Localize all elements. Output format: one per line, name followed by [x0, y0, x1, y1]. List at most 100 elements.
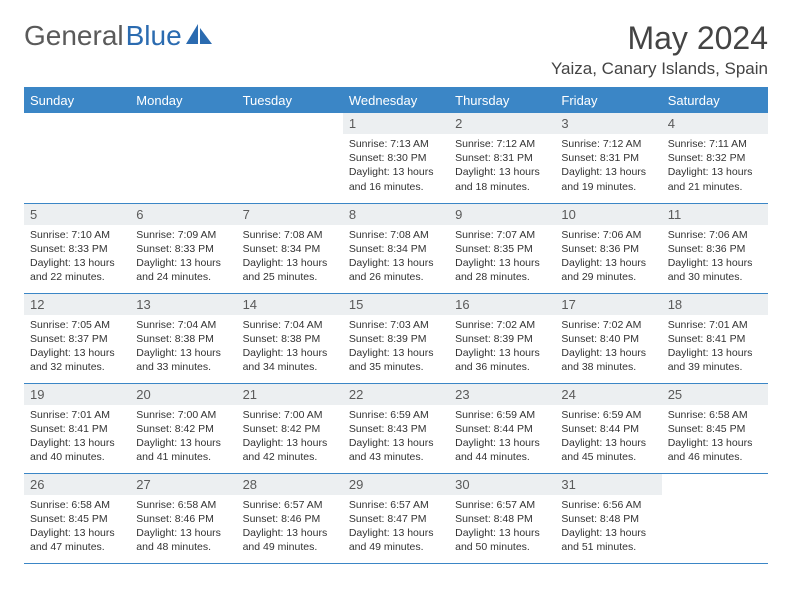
month-title: May 2024 [551, 20, 768, 57]
day-details: Sunrise: 6:57 AMSunset: 8:46 PMDaylight:… [237, 495, 343, 560]
calendar-day-cell: 8Sunrise: 7:08 AMSunset: 8:34 PMDaylight… [343, 203, 449, 293]
day-number: 26 [24, 474, 130, 495]
day-details: Sunrise: 6:59 AMSunset: 8:44 PMDaylight:… [449, 405, 555, 470]
day-details: Sunrise: 6:59 AMSunset: 8:43 PMDaylight:… [343, 405, 449, 470]
day-details: Sunrise: 7:04 AMSunset: 8:38 PMDaylight:… [237, 315, 343, 380]
calendar-week-row: 26Sunrise: 6:58 AMSunset: 8:45 PMDayligh… [24, 473, 768, 563]
calendar-body: 1Sunrise: 7:13 AMSunset: 8:30 PMDaylight… [24, 113, 768, 563]
calendar-day-cell: 1Sunrise: 7:13 AMSunset: 8:30 PMDaylight… [343, 113, 449, 203]
day-number: 7 [237, 204, 343, 225]
day-details: Sunrise: 7:12 AMSunset: 8:31 PMDaylight:… [555, 134, 661, 199]
day-number: 20 [130, 384, 236, 405]
weekday-header: Friday [555, 88, 661, 114]
calendar-day-cell [130, 113, 236, 203]
day-number: 4 [662, 113, 768, 134]
day-details: Sunrise: 6:57 AMSunset: 8:47 PMDaylight:… [343, 495, 449, 560]
calendar-day-cell: 4Sunrise: 7:11 AMSunset: 8:32 PMDaylight… [662, 113, 768, 203]
brand-part2: Blue [126, 20, 182, 52]
calendar-table: SundayMondayTuesdayWednesdayThursdayFrid… [24, 87, 768, 564]
day-number: 14 [237, 294, 343, 315]
day-details: Sunrise: 7:03 AMSunset: 8:39 PMDaylight:… [343, 315, 449, 380]
brand-logo: GeneralBlue [24, 20, 212, 52]
day-details: Sunrise: 7:04 AMSunset: 8:38 PMDaylight:… [130, 315, 236, 380]
weekday-header: Sunday [24, 88, 130, 114]
day-details: Sunrise: 7:06 AMSunset: 8:36 PMDaylight:… [555, 225, 661, 290]
calendar-day-cell: 28Sunrise: 6:57 AMSunset: 8:46 PMDayligh… [237, 473, 343, 563]
calendar-day-cell: 16Sunrise: 7:02 AMSunset: 8:39 PMDayligh… [449, 293, 555, 383]
day-number: 21 [237, 384, 343, 405]
day-number: 11 [662, 204, 768, 225]
calendar-day-cell: 7Sunrise: 7:08 AMSunset: 8:34 PMDaylight… [237, 203, 343, 293]
day-details: Sunrise: 6:58 AMSunset: 8:46 PMDaylight:… [130, 495, 236, 560]
day-number: 27 [130, 474, 236, 495]
day-number: 13 [130, 294, 236, 315]
calendar-day-cell: 13Sunrise: 7:04 AMSunset: 8:38 PMDayligh… [130, 293, 236, 383]
day-number: 9 [449, 204, 555, 225]
weekday-header: Saturday [662, 88, 768, 114]
calendar-day-cell [24, 113, 130, 203]
weekday-header: Wednesday [343, 88, 449, 114]
header: GeneralBlue May 2024 Yaiza, Canary Islan… [24, 20, 768, 79]
calendar-day-cell: 26Sunrise: 6:58 AMSunset: 8:45 PMDayligh… [24, 473, 130, 563]
day-details: Sunrise: 7:07 AMSunset: 8:35 PMDaylight:… [449, 225, 555, 290]
calendar-day-cell: 14Sunrise: 7:04 AMSunset: 8:38 PMDayligh… [237, 293, 343, 383]
day-details: Sunrise: 7:11 AMSunset: 8:32 PMDaylight:… [662, 134, 768, 199]
day-details: Sunrise: 7:02 AMSunset: 8:39 PMDaylight:… [449, 315, 555, 380]
day-number: 1 [343, 113, 449, 134]
calendar-day-cell: 21Sunrise: 7:00 AMSunset: 8:42 PMDayligh… [237, 383, 343, 473]
calendar-day-cell: 2Sunrise: 7:12 AMSunset: 8:31 PMDaylight… [449, 113, 555, 203]
day-details: Sunrise: 7:10 AMSunset: 8:33 PMDaylight:… [24, 225, 130, 290]
day-details: Sunrise: 6:59 AMSunset: 8:44 PMDaylight:… [555, 405, 661, 470]
day-details: Sunrise: 7:08 AMSunset: 8:34 PMDaylight:… [343, 225, 449, 290]
day-number: 19 [24, 384, 130, 405]
calendar-day-cell: 19Sunrise: 7:01 AMSunset: 8:41 PMDayligh… [24, 383, 130, 473]
day-details: Sunrise: 6:57 AMSunset: 8:48 PMDaylight:… [449, 495, 555, 560]
calendar-week-row: 1Sunrise: 7:13 AMSunset: 8:30 PMDaylight… [24, 113, 768, 203]
day-number: 18 [662, 294, 768, 315]
day-number: 8 [343, 204, 449, 225]
title-block: May 2024 Yaiza, Canary Islands, Spain [551, 20, 768, 79]
weekday-header: Tuesday [237, 88, 343, 114]
calendar-day-cell: 29Sunrise: 6:57 AMSunset: 8:47 PMDayligh… [343, 473, 449, 563]
calendar-week-row: 5Sunrise: 7:10 AMSunset: 8:33 PMDaylight… [24, 203, 768, 293]
calendar-day-cell: 20Sunrise: 7:00 AMSunset: 8:42 PMDayligh… [130, 383, 236, 473]
calendar-head: SundayMondayTuesdayWednesdayThursdayFrid… [24, 88, 768, 114]
calendar-day-cell: 30Sunrise: 6:57 AMSunset: 8:48 PMDayligh… [449, 473, 555, 563]
calendar-week-row: 12Sunrise: 7:05 AMSunset: 8:37 PMDayligh… [24, 293, 768, 383]
weekday-header: Monday [130, 88, 236, 114]
day-details: Sunrise: 7:00 AMSunset: 8:42 PMDaylight:… [237, 405, 343, 470]
day-number: 16 [449, 294, 555, 315]
brand-part1: General [24, 20, 124, 52]
calendar-day-cell: 23Sunrise: 6:59 AMSunset: 8:44 PMDayligh… [449, 383, 555, 473]
day-number: 5 [24, 204, 130, 225]
day-details: Sunrise: 7:02 AMSunset: 8:40 PMDaylight:… [555, 315, 661, 380]
day-details: Sunrise: 6:58 AMSunset: 8:45 PMDaylight:… [662, 405, 768, 470]
calendar-day-cell: 31Sunrise: 6:56 AMSunset: 8:48 PMDayligh… [555, 473, 661, 563]
calendar-day-cell: 11Sunrise: 7:06 AMSunset: 8:36 PMDayligh… [662, 203, 768, 293]
day-number: 22 [343, 384, 449, 405]
day-details: Sunrise: 7:06 AMSunset: 8:36 PMDaylight:… [662, 225, 768, 290]
day-number: 24 [555, 384, 661, 405]
sail-icon [186, 24, 212, 44]
weekday-header: Thursday [449, 88, 555, 114]
day-number: 25 [662, 384, 768, 405]
day-details: Sunrise: 7:01 AMSunset: 8:41 PMDaylight:… [24, 405, 130, 470]
day-number: 2 [449, 113, 555, 134]
day-details: Sunrise: 7:09 AMSunset: 8:33 PMDaylight:… [130, 225, 236, 290]
day-details: Sunrise: 7:08 AMSunset: 8:34 PMDaylight:… [237, 225, 343, 290]
day-number: 23 [449, 384, 555, 405]
calendar-day-cell: 15Sunrise: 7:03 AMSunset: 8:39 PMDayligh… [343, 293, 449, 383]
calendar-week-row: 19Sunrise: 7:01 AMSunset: 8:41 PMDayligh… [24, 383, 768, 473]
calendar-day-cell: 18Sunrise: 7:01 AMSunset: 8:41 PMDayligh… [662, 293, 768, 383]
day-number: 3 [555, 113, 661, 134]
day-number: 10 [555, 204, 661, 225]
day-number: 30 [449, 474, 555, 495]
calendar-day-cell: 6Sunrise: 7:09 AMSunset: 8:33 PMDaylight… [130, 203, 236, 293]
calendar-day-cell: 27Sunrise: 6:58 AMSunset: 8:46 PMDayligh… [130, 473, 236, 563]
calendar-day-cell: 10Sunrise: 7:06 AMSunset: 8:36 PMDayligh… [555, 203, 661, 293]
day-number: 15 [343, 294, 449, 315]
calendar-day-cell [662, 473, 768, 563]
day-details: Sunrise: 7:13 AMSunset: 8:30 PMDaylight:… [343, 134, 449, 199]
day-details: Sunrise: 7:12 AMSunset: 8:31 PMDaylight:… [449, 134, 555, 199]
day-number: 12 [24, 294, 130, 315]
